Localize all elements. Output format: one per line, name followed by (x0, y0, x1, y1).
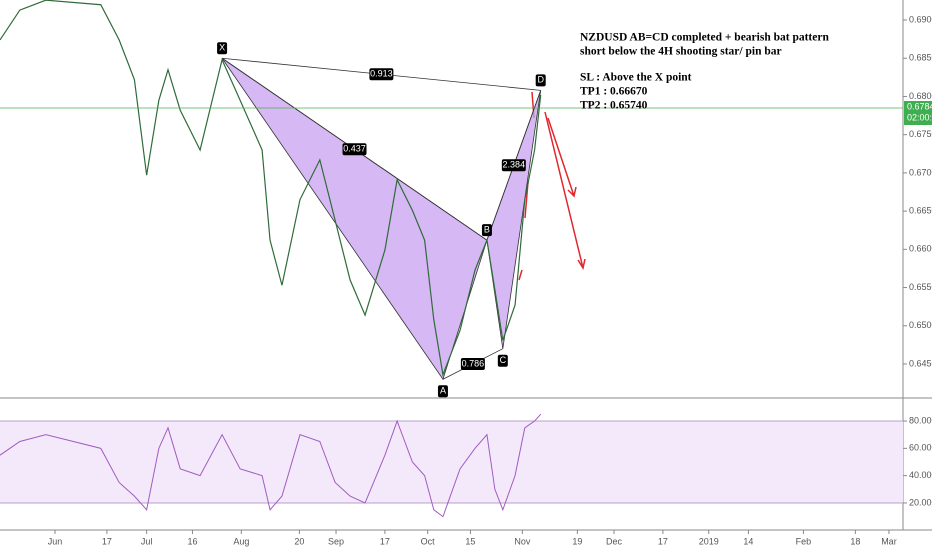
x-tick-label: 14 (743, 536, 753, 546)
ratio-text: 0.786 (462, 358, 485, 368)
arrow (544, 111, 586, 270)
ratio-text: 0.437 (343, 144, 366, 154)
ratio-text: 0.913 (370, 69, 393, 79)
y-tick-label: 0.68500 (909, 53, 932, 63)
point-label: X (219, 43, 225, 53)
y-tick-label: 0.67000 (909, 167, 932, 177)
ratio-label: 0.913 (369, 68, 394, 81)
ratio-label: 2.384 (501, 159, 526, 172)
ratio-text: 2.384 (503, 160, 526, 170)
rsi-band (0, 421, 903, 503)
x-tick-label: 20 (294, 536, 304, 546)
ratio-box (342, 143, 367, 156)
x-tick-label: Dec (606, 536, 623, 546)
ratio-box (460, 357, 485, 370)
y-tick-label: 0.67500 (909, 129, 932, 139)
price-tag-label: 0.67849 (907, 101, 932, 111)
annotation: short below the 4H shooting star/ pin ba… (580, 46, 782, 58)
x-tick-label: 17 (102, 536, 112, 546)
y-tick-label: 0.68000 (909, 91, 932, 101)
x-tick-label: Jul (141, 536, 153, 546)
price-tag (904, 101, 932, 126)
y-tick-label: 0.64500 (909, 358, 932, 368)
annotation: SL : Above the X point (580, 72, 692, 84)
x-tick-label: Oct (421, 536, 436, 546)
point-box (497, 354, 508, 367)
ratio-label: 0.786 (460, 357, 485, 370)
point-box (437, 385, 448, 398)
price-line (0, 0, 542, 377)
x-tick-label: 17 (658, 536, 668, 546)
annotation: TP2 : 0.65740 (580, 100, 648, 112)
point-label: D (537, 75, 544, 85)
x-tick-label: Feb (796, 536, 812, 546)
ratio-label: 0.437 (342, 143, 367, 156)
ratio-box (501, 159, 526, 172)
y-tick-label: 0.65000 (909, 320, 932, 330)
point-box (217, 42, 228, 55)
annotation: TP1 : 0.66670 (580, 86, 648, 98)
y-tick-label: 0.69000 (909, 14, 932, 24)
x-tick-label: 16 (187, 536, 197, 546)
point-box (535, 74, 546, 87)
x-tick-label: 17 (380, 536, 390, 546)
y-tick-label: 40.0000 (909, 470, 932, 480)
arrow (547, 117, 577, 198)
y-tick-label: 60.0000 (909, 443, 932, 453)
x-tick-label: Aug (233, 536, 249, 546)
x-tick-label: 18 (850, 536, 860, 546)
ratio-box (369, 68, 394, 81)
y-tick-label: 20.0000 (909, 497, 932, 507)
point-box (481, 224, 492, 237)
y-tick-label: 80.0000 (909, 415, 932, 425)
point-label: A (440, 386, 446, 396)
y-tick-label: 0.66500 (909, 205, 932, 215)
point-label: C (500, 355, 507, 365)
x-tick-label: Sep (328, 536, 344, 546)
x-tick-label: Mar (881, 536, 897, 546)
y-tick-label: 0.66000 (909, 244, 932, 254)
x-tick-label: 2019 (699, 536, 719, 546)
y-tick-label: 0.65500 (909, 282, 932, 292)
x-tick-label: 15 (465, 536, 475, 546)
annotation: NZDUSD AB=CD completed + bearish bat pat… (580, 32, 829, 44)
x-tick-label: Nov (514, 536, 531, 546)
x-tick-label: Jun (48, 536, 63, 546)
x-tick-label: 19 (572, 536, 582, 546)
price-line (0, 413, 542, 518)
countdown: 02:00:49 (907, 112, 932, 122)
point-label: B (484, 225, 490, 235)
